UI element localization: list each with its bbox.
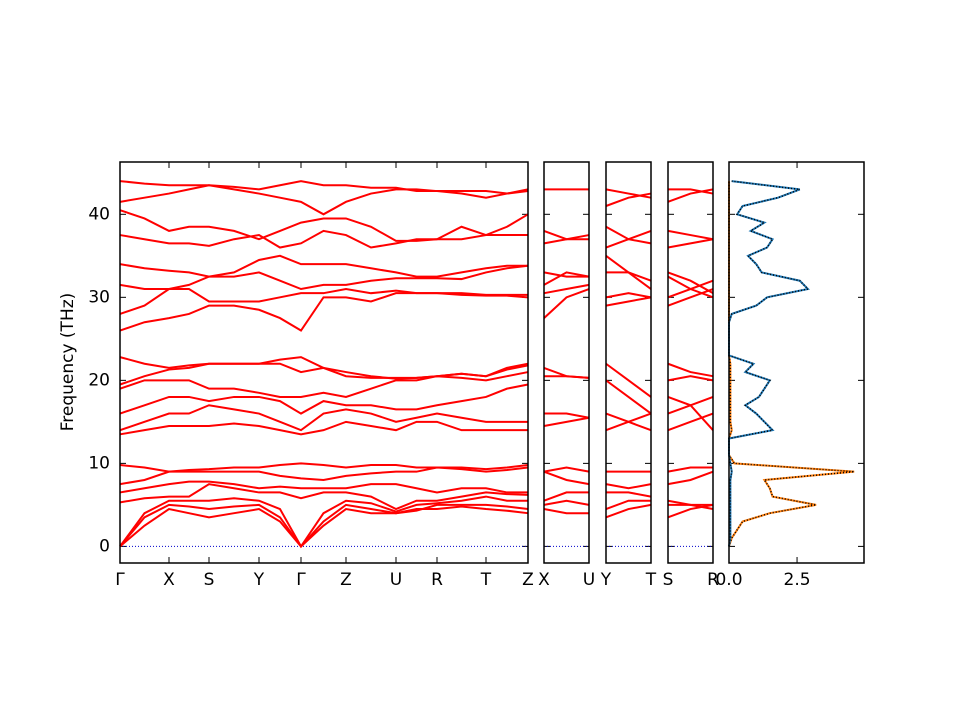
x-tick-label: U: [390, 570, 402, 590]
band-line: [667, 238, 714, 249]
plot-frame: [728, 161, 865, 564]
x-tick-label: Γ: [296, 570, 306, 590]
x-tick-label: Z: [522, 570, 534, 590]
x-tick-label: T: [645, 570, 657, 590]
band-line: [667, 412, 714, 432]
x-tick-label: X: [538, 570, 550, 590]
plot-frame: [543, 161, 590, 564]
dos-dots: [728, 181, 855, 547]
band-line: [119, 292, 529, 332]
band-line: [543, 229, 590, 241]
x-tick-label: X: [163, 570, 175, 590]
x-tick-label: U: [583, 570, 595, 590]
band-line: [605, 292, 652, 299]
band-line: [119, 288, 528, 315]
band-line: [543, 470, 590, 486]
y-axis-label: Frequency (THz): [58, 293, 78, 432]
band-line: [119, 209, 529, 242]
band-line: [543, 491, 589, 502]
band-line: [605, 225, 652, 245]
band-line: [119, 404, 528, 432]
x-tick-label: Y: [600, 570, 612, 590]
x-tick-label: T: [480, 570, 492, 590]
band-line: [543, 271, 589, 278]
band-line: [544, 412, 590, 419]
y-tick-label: 40: [88, 204, 110, 224]
y-tick-label: 20: [88, 370, 110, 390]
band-line: [119, 505, 529, 548]
band-line: [119, 356, 529, 379]
band-line: [543, 366, 590, 379]
band-line: [667, 396, 714, 431]
band-line: [667, 362, 714, 378]
band-line: [119, 420, 528, 436]
band-line: [605, 379, 652, 415]
band-line: [605, 412, 652, 432]
band-line: [119, 180, 529, 199]
band-line: [667, 503, 714, 519]
band-line: [119, 371, 529, 398]
plot-frame: [667, 161, 714, 564]
band-line: [543, 271, 590, 286]
dos-line: [728, 180, 810, 547]
band-line: [119, 503, 529, 548]
band-line: [605, 483, 652, 490]
band-line: [605, 362, 652, 398]
band-line: [667, 275, 714, 299]
band-line: [543, 416, 590, 427]
x-tick-label: 0.0: [715, 570, 742, 590]
dos-line: [728, 181, 855, 547]
band-line: [119, 462, 529, 473]
plot-frame: [119, 161, 529, 564]
band-line: [119, 225, 528, 249]
y-tick-label: 10: [88, 453, 110, 473]
band-line: [119, 254, 528, 278]
band-line: [543, 508, 589, 515]
band-line: [543, 499, 590, 506]
x-tick-label: S: [663, 570, 674, 590]
band-line: [119, 495, 528, 549]
band-line: [668, 188, 714, 195]
y-tick-label: 0: [99, 536, 110, 556]
band-line: [667, 466, 713, 473]
band-line: [543, 466, 590, 473]
band-line: [605, 188, 652, 199]
band-line: [667, 229, 714, 241]
band-line: [667, 375, 714, 382]
band-line: [119, 480, 528, 494]
x-tick-label: R: [707, 570, 719, 590]
band-line: [606, 271, 652, 282]
x-tick-label: R: [431, 570, 443, 590]
band-line: [119, 184, 529, 216]
band-line: [605, 503, 652, 519]
y-tick-label: 30: [88, 287, 110, 307]
band-line: [667, 188, 714, 203]
x-tick-label: Z: [340, 570, 352, 590]
band-line: [605, 255, 652, 290]
band-line: [667, 288, 714, 307]
band-line: [119, 383, 529, 415]
band-line: [605, 192, 652, 207]
band-line: [667, 271, 714, 295]
x-tick-label: 2.5: [784, 570, 811, 590]
x-tick-label: Γ: [115, 570, 125, 590]
dos-dots: [728, 180, 810, 547]
plot-frame: [605, 161, 652, 564]
band-line: [667, 499, 714, 511]
band-line: [543, 288, 590, 319]
band-line: [667, 470, 714, 486]
band-line: [119, 483, 529, 511]
band-line: [543, 283, 590, 295]
x-tick-label: S: [204, 570, 215, 590]
band-line: [119, 466, 529, 486]
x-tick-label: Y: [253, 570, 265, 590]
band-line: [605, 296, 652, 307]
band-line: [119, 264, 529, 291]
band-line: [605, 499, 651, 510]
band-line: [606, 491, 652, 498]
